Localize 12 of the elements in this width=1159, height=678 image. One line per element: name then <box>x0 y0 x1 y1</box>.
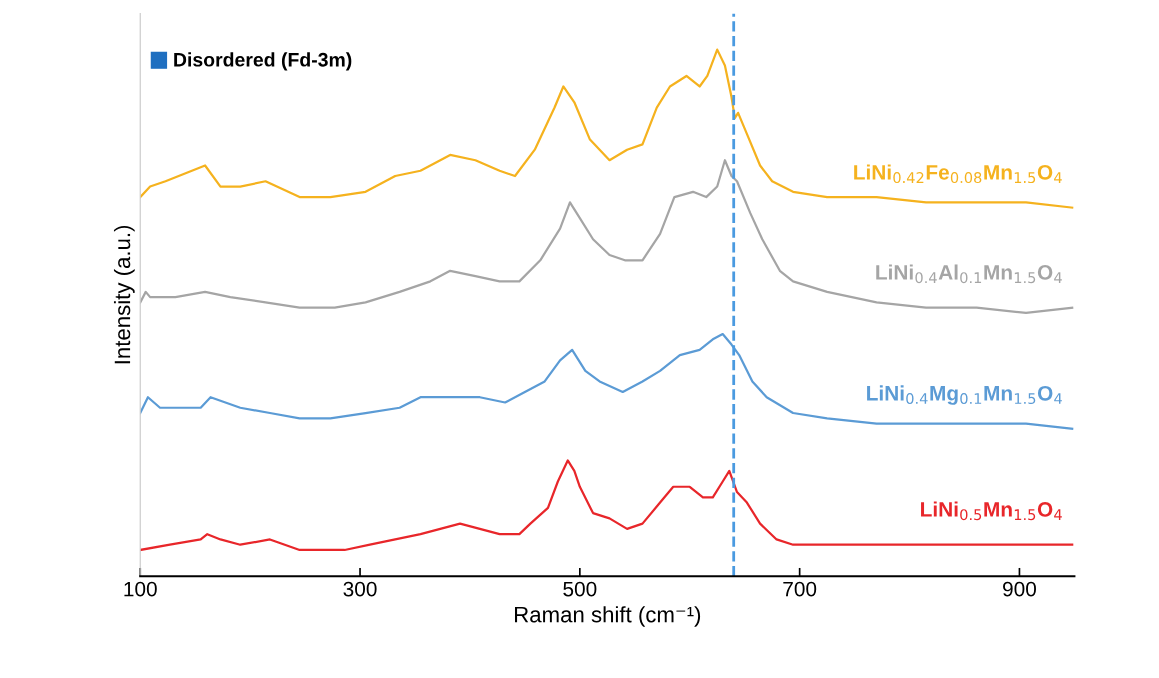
series-label: LiNi$_{0.4}$Mg$_{0.1}$Mn$_{1.5}$O$_{4}$ <box>867 385 1062 405</box>
x-tick-label: 700 <box>783 581 817 597</box>
x-tick-label: 900 <box>1003 581 1037 597</box>
x-tick-label: 100 <box>124 581 157 597</box>
x-tick-label: 500 <box>563 581 597 597</box>
annotation: Disordered (Fd-3m) <box>174 52 352 71</box>
series-label: LiNi$_{0.4}$Al$_{0.1}$Mn$_{1.5}$O$_{4}$ <box>876 264 1062 284</box>
x-tick-label: 300 <box>343 581 377 597</box>
x-axis-title: Raman shift (cm⁻¹) <box>515 606 701 627</box>
series-label: LiNi$_{0.42}$Fe$_{0.08}$Mn$_{1.5}$O$_{4}$ <box>854 164 1062 184</box>
series-label: LiNi$_{0.5}$Mn$_{1.5}$O$_{4}$ <box>921 501 1062 521</box>
y-axis-title: Intensity (a.u.) <box>113 225 135 364</box>
